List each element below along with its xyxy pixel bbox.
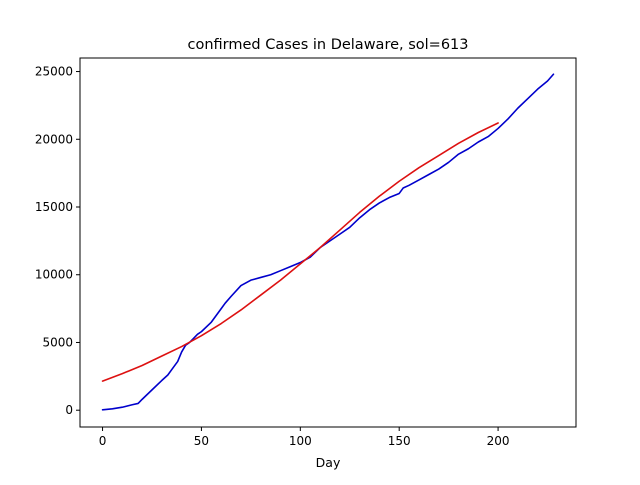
x-tick-label: 200 — [487, 434, 510, 448]
x-tick-label: 0 — [99, 434, 107, 448]
axes-frame — [79, 57, 577, 428]
y-tick-label: 5000 — [42, 335, 73, 349]
y-tick-label: 25000 — [35, 65, 73, 79]
x-tick-label: 50 — [194, 434, 209, 448]
series-line-1 — [101, 73, 555, 411]
x-tick-label: 150 — [388, 434, 411, 448]
y-tick-label: 15000 — [35, 200, 73, 214]
chart-title: confirmed Cases in Delaware, sol=613 — [187, 37, 468, 53]
y-tick-label: 20000 — [35, 132, 73, 146]
x-axis-label: Day — [316, 455, 341, 470]
series-line-2 — [101, 122, 499, 382]
plot-area: 0 50 100 150 200 0 5000 10000 15000 20000 25000 — [35, 57, 577, 448]
x-tick-label: 100 — [289, 434, 312, 448]
y-tick-label: 10000 — [35, 268, 73, 282]
y-tick-label: 0 — [65, 403, 73, 417]
